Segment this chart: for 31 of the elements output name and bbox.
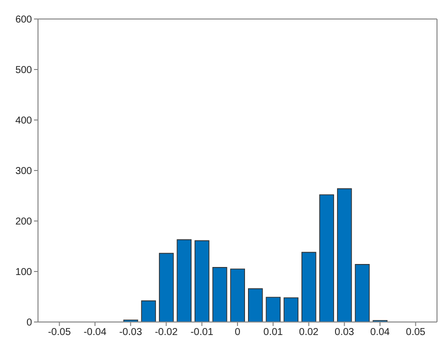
x-tick-label: -0.03 [119,327,142,338]
bar [248,288,263,322]
x-tick-label: 0.02 [299,327,319,338]
x-tick-label: 0 [234,327,241,338]
y-tick-label: 0 [26,318,32,329]
bar [319,194,334,322]
x-tick-label: -0.02 [154,327,178,338]
y-tick-label: 300 [15,166,32,178]
y-tick-label: 200 [15,216,32,228]
bar [194,240,210,322]
bar [301,252,316,322]
x-tick-label: 0.03 [334,327,355,338]
bar [354,264,370,322]
x-tick-label: 0.04 [370,327,390,338]
bar [284,297,298,322]
y-tick-label: 500 [15,65,32,76]
y-tick-label: 400 [15,116,32,127]
bar [141,300,156,322]
bar [337,188,352,322]
x-tick-label: -0.01 [190,327,214,338]
bar [266,296,281,322]
bar [212,267,228,322]
x-tick-label: -0.05 [48,327,72,338]
y-tick-label: 100 [15,267,32,278]
x-tick-label: 0.01 [263,327,284,338]
y-tick-label: 600 [15,14,32,26]
bar [230,268,245,322]
x-tick-label: -0.04 [84,327,107,338]
bar [176,239,192,322]
x-tick-label: 0.05 [406,327,426,338]
bar [158,252,174,322]
